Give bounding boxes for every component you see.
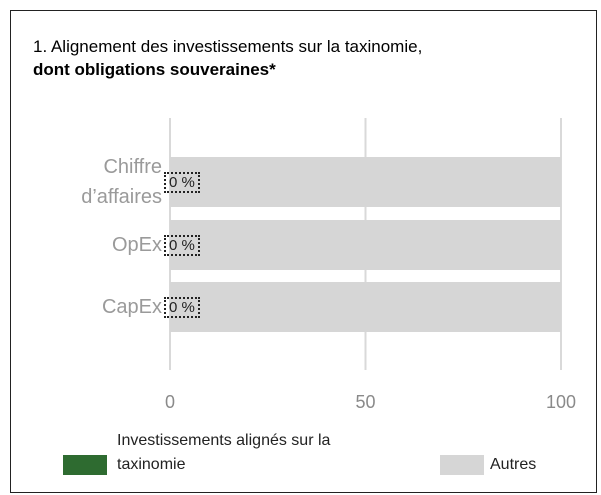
legend-label: Investissements alignés sur la taxinomie [117, 432, 331, 473]
bar-segment [170, 282, 561, 332]
legend-swatch [63, 455, 107, 475]
category-label: Chiffre d’affaires [81, 156, 162, 208]
category-label: OpEx [111, 234, 162, 256]
data-label: 0 % [164, 234, 200, 256]
x-tick-label: 0 [164, 392, 175, 412]
chart-title: 1. Alignement des investissements sur la… [33, 37, 423, 56]
bar-segment [170, 157, 561, 207]
data-label: 0 % [164, 171, 200, 193]
legend-swatch [440, 455, 484, 475]
bar-segment [170, 220, 561, 270]
category-label: CapEx [101, 296, 162, 318]
x-tick-label: 100 [545, 392, 577, 412]
x-tick-label: 50 [355, 392, 376, 412]
chart-subtitle: dont obligations souveraines* [33, 60, 276, 79]
data-label: 0 % [164, 296, 200, 318]
chart-frame [10, 10, 597, 493]
legend-label: Autres [490, 456, 537, 473]
